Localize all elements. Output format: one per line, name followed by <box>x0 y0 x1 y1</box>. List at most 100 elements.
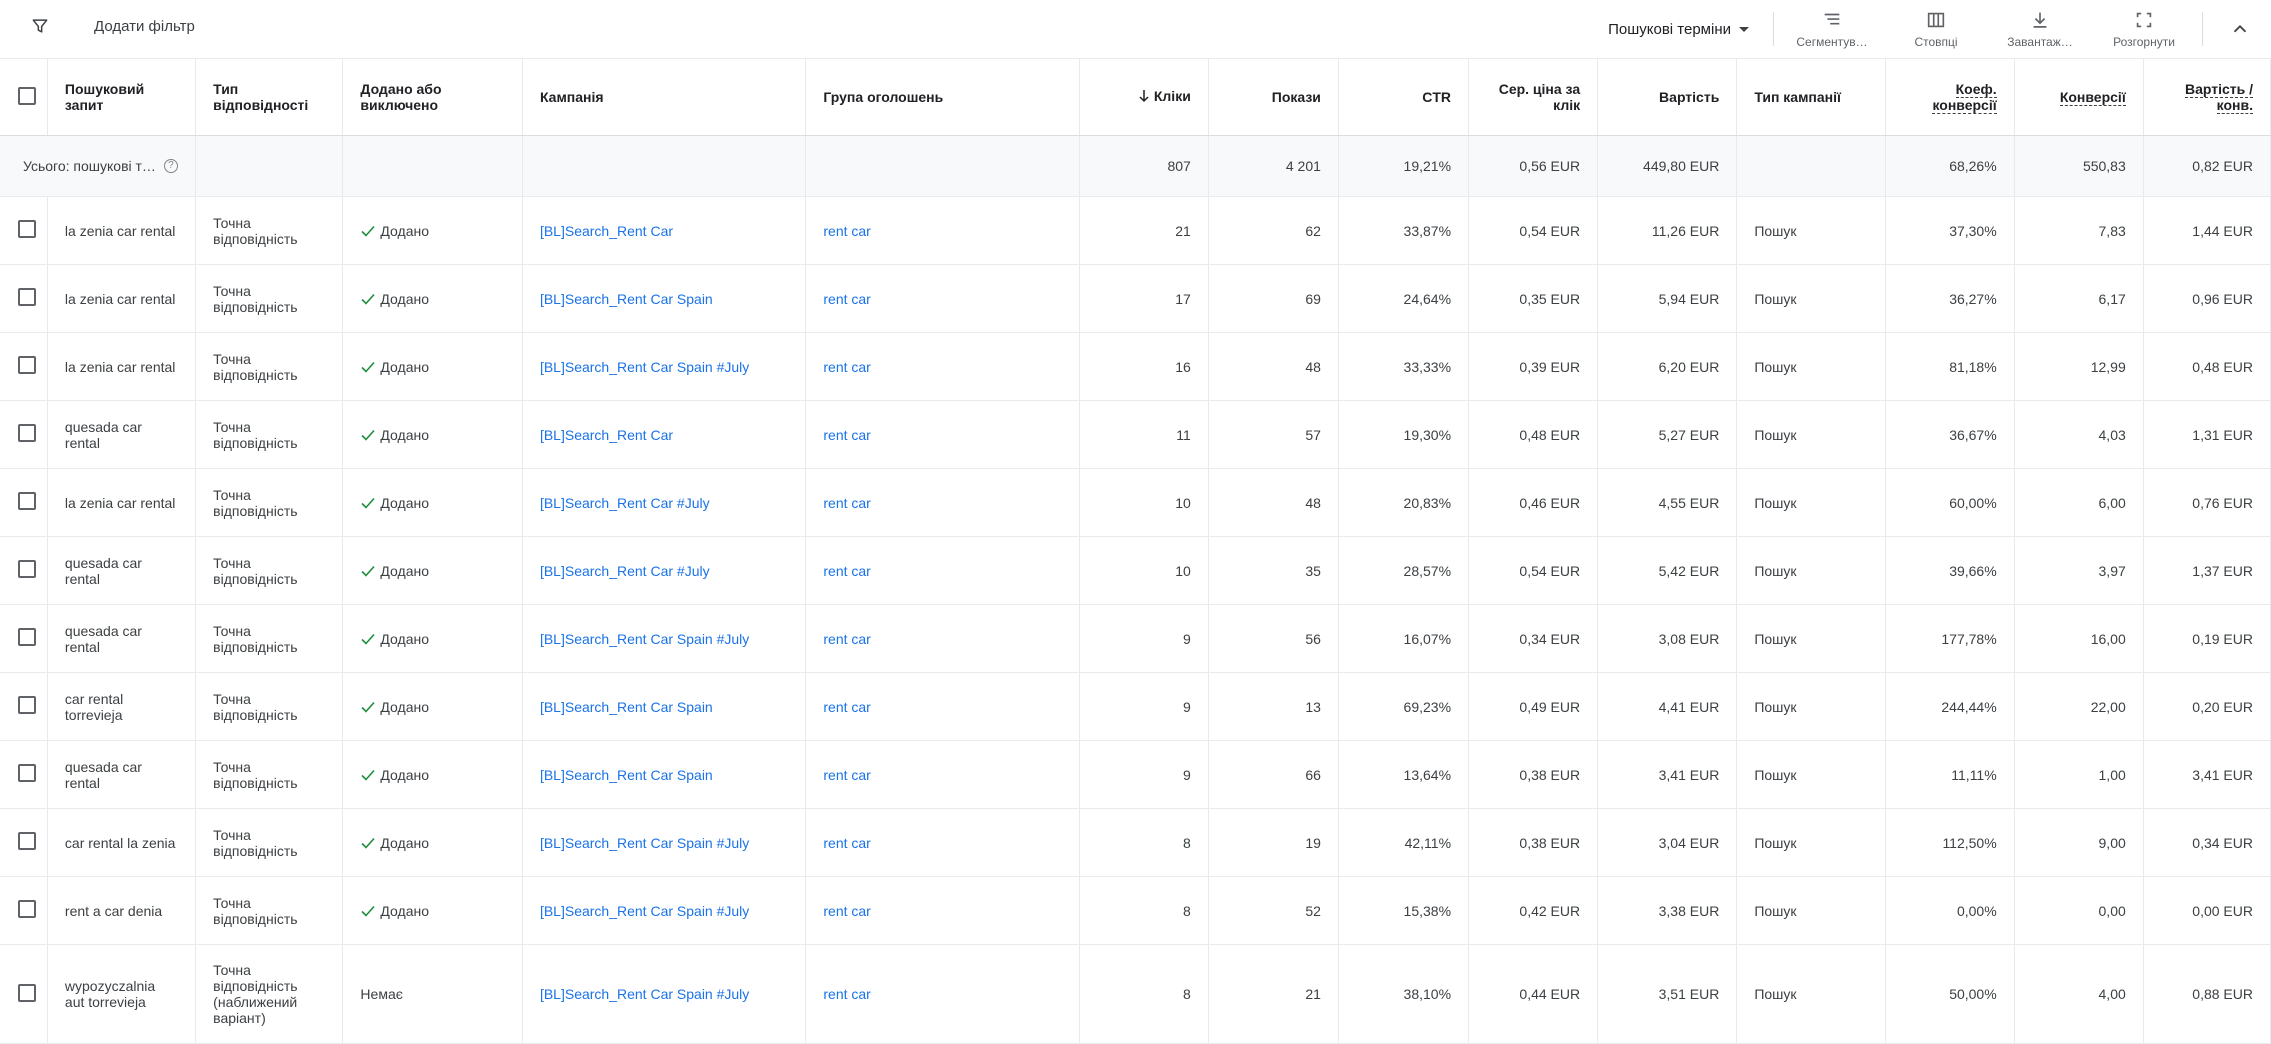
segment-button[interactable]: Сегментув… <box>1780 9 1884 49</box>
total-empty-cell <box>805 135 1080 197</box>
search-term: quesada car rental <box>47 400 197 469</box>
download-button[interactable]: Завантаж… <box>1988 9 2092 49</box>
row-checkbox[interactable] <box>18 288 36 306</box>
campaign-link[interactable]: [BL]Search_Rent Car <box>522 196 807 265</box>
conv-rate: 50,00% <box>1885 944 2015 1044</box>
campaign-link[interactable]: [BL]Search_Rent Car Spain #July <box>522 944 807 1044</box>
campaign-link[interactable]: [BL]Search_Rent Car #July <box>522 468 807 537</box>
match-type: Точна відповідність <box>195 332 344 401</box>
row-checkbox[interactable] <box>18 900 36 918</box>
expand-button[interactable]: Розгорнути <box>2092 9 2196 49</box>
campaign-link[interactable]: [BL]Search_Rent Car Spain <box>522 672 807 741</box>
select-all-checkbox[interactable] <box>18 86 36 105</box>
clicks: 9 <box>1079 740 1209 809</box>
avg-cpc: 0,46 EUR <box>1468 468 1599 537</box>
col-header-conv-rate[interactable]: Коеф. конверсії <box>1885 59 2015 136</box>
view-select[interactable]: Пошукові терміни <box>1608 9 1767 49</box>
total-impressions: 4 201 <box>1208 135 1339 197</box>
row-checkbox[interactable] <box>18 560 36 578</box>
toolbar-actions: Пошукові терміни Сегментув… Стовпці Зава… <box>1608 0 2271 58</box>
checkmark-icon <box>361 565 376 577</box>
table-row: car rental la zenia Точна відповідність … <box>0 808 2271 877</box>
cost: 4,41 EUR <box>1597 672 1738 741</box>
col-header-impressions[interactable]: Покази <box>1208 59 1339 136</box>
col-header-clicks[interactable]: Кліки <box>1079 59 1209 136</box>
campaign-type: Пошук <box>1736 740 1886 809</box>
conversions: 9,00 <box>2014 808 2144 877</box>
status-label: Додано <box>380 766 430 783</box>
col-header-ad-group[interactable]: Група оголошень <box>805 59 1080 136</box>
match-type: Точна відповідність <box>195 196 344 265</box>
row-checkbox[interactable] <box>18 356 36 374</box>
cost: 5,27 EUR <box>1597 400 1738 469</box>
campaign-link[interactable]: [BL]Search_Rent Car Spain <box>522 264 807 333</box>
campaign-link[interactable]: [BL]Search_Rent Car #July <box>522 536 807 605</box>
added-excluded-cell: Додано <box>342 876 523 945</box>
conv-rate-header-label: Коеф. конверсії <box>1932 81 1997 114</box>
ad-group-link[interactable]: rent car <box>805 672 1080 741</box>
campaign-type: Пошук <box>1736 196 1886 265</box>
search-terms-table: Пошуковий запит Тип відповідності Додано… <box>0 59 2271 1044</box>
collapse-button[interactable] <box>2209 18 2271 40</box>
col-header-search-term[interactable]: Пошуковий запит <box>47 59 197 136</box>
ad-group-link[interactable]: rent car <box>805 536 1080 605</box>
added-excluded-cell: Немає <box>342 944 523 1044</box>
campaign-link[interactable]: [BL]Search_Rent Car Spain #July <box>522 876 807 945</box>
ctr: 15,38% <box>1338 876 1470 945</box>
match-type: Точна відповідність <box>195 740 344 809</box>
col-header-match-type[interactable]: Тип відповідності <box>195 59 344 136</box>
ad-group-link[interactable]: rent car <box>805 808 1080 877</box>
impressions: 48 <box>1208 332 1339 401</box>
ad-group-link[interactable]: rent car <box>805 604 1080 673</box>
ad-group-link[interactable]: rent car <box>805 944 1080 1044</box>
campaign-link[interactable]: [BL]Search_Rent Car Spain <box>522 740 807 809</box>
col-header-ctr[interactable]: CTR <box>1338 59 1470 136</box>
campaign-link[interactable]: [BL]Search_Rent Car Spain #July <box>522 332 807 401</box>
cost-per-conv: 1,37 EUR <box>2143 536 2271 605</box>
conv-rate: 112,50% <box>1885 808 2015 877</box>
chevron-up-icon <box>2233 24 2247 33</box>
col-header-campaign[interactable]: Кампанія <box>522 59 807 136</box>
add-filter-button[interactable]: Додати фільтр <box>30 16 195 36</box>
col-header-cost-per-conv[interactable]: Вартість / конв. <box>2143 59 2271 136</box>
col-header-campaign-type[interactable]: Тип кампанії <box>1736 59 1886 136</box>
avg-cpc: 0,38 EUR <box>1468 808 1599 877</box>
ad-group-link[interactable]: rent car <box>805 876 1080 945</box>
conversions: 6,00 <box>2014 468 2144 537</box>
col-header-added-excluded[interactable]: Додано або виключено <box>342 59 523 136</box>
ad-group-link[interactable]: rent car <box>805 196 1080 265</box>
impressions: 56 <box>1208 604 1339 673</box>
ad-group-link[interactable]: rent car <box>805 400 1080 469</box>
ad-group-link[interactable]: rent car <box>805 468 1080 537</box>
campaign-link[interactable]: [BL]Search_Rent Car Spain #July <box>522 808 807 877</box>
row-checkbox[interactable] <box>18 628 36 646</box>
row-checkbox[interactable] <box>18 424 36 442</box>
ad-group-link[interactable]: rent car <box>805 264 1080 333</box>
header-row: Пошуковий запит Тип відповідності Додано… <box>0 59 2271 136</box>
segment-label: Сегментув… <box>1796 35 1868 49</box>
conv-rate: 177,78% <box>1885 604 2015 673</box>
conversions: 12,99 <box>2014 332 2144 401</box>
col-header-cost[interactable]: Вартість <box>1597 59 1738 136</box>
row-checkbox[interactable] <box>18 764 36 782</box>
col-header-conversions[interactable]: Конверсії <box>2014 59 2144 136</box>
ad-group-link[interactable]: rent car <box>805 740 1080 809</box>
campaign-link[interactable]: [BL]Search_Rent Car Spain #July <box>522 604 807 673</box>
campaign-link[interactable]: [BL]Search_Rent Car <box>522 400 807 469</box>
clicks: 9 <box>1079 604 1209 673</box>
ctr: 33,87% <box>1338 196 1470 265</box>
cost: 3,51 EUR <box>1597 944 1738 1044</box>
col-header-avg-cpc[interactable]: Сер. ціна за клік <box>1468 59 1599 136</box>
columns-button[interactable]: Стовпці <box>1884 9 1988 49</box>
help-icon[interactable]: ? <box>163 159 178 173</box>
campaign-type: Пошук <box>1736 672 1886 741</box>
ad-group-link[interactable]: rent car <box>805 332 1080 401</box>
ctr: 38,10% <box>1338 944 1470 1044</box>
row-checkbox[interactable] <box>18 220 36 238</box>
row-checkbox[interactable] <box>18 696 36 714</box>
row-checkbox[interactable] <box>18 983 36 1002</box>
row-checkbox[interactable] <box>18 832 36 850</box>
row-checkbox-cell <box>0 332 48 401</box>
row-checkbox[interactable] <box>18 492 36 510</box>
search-term: la zenia car rental <box>47 332 197 401</box>
